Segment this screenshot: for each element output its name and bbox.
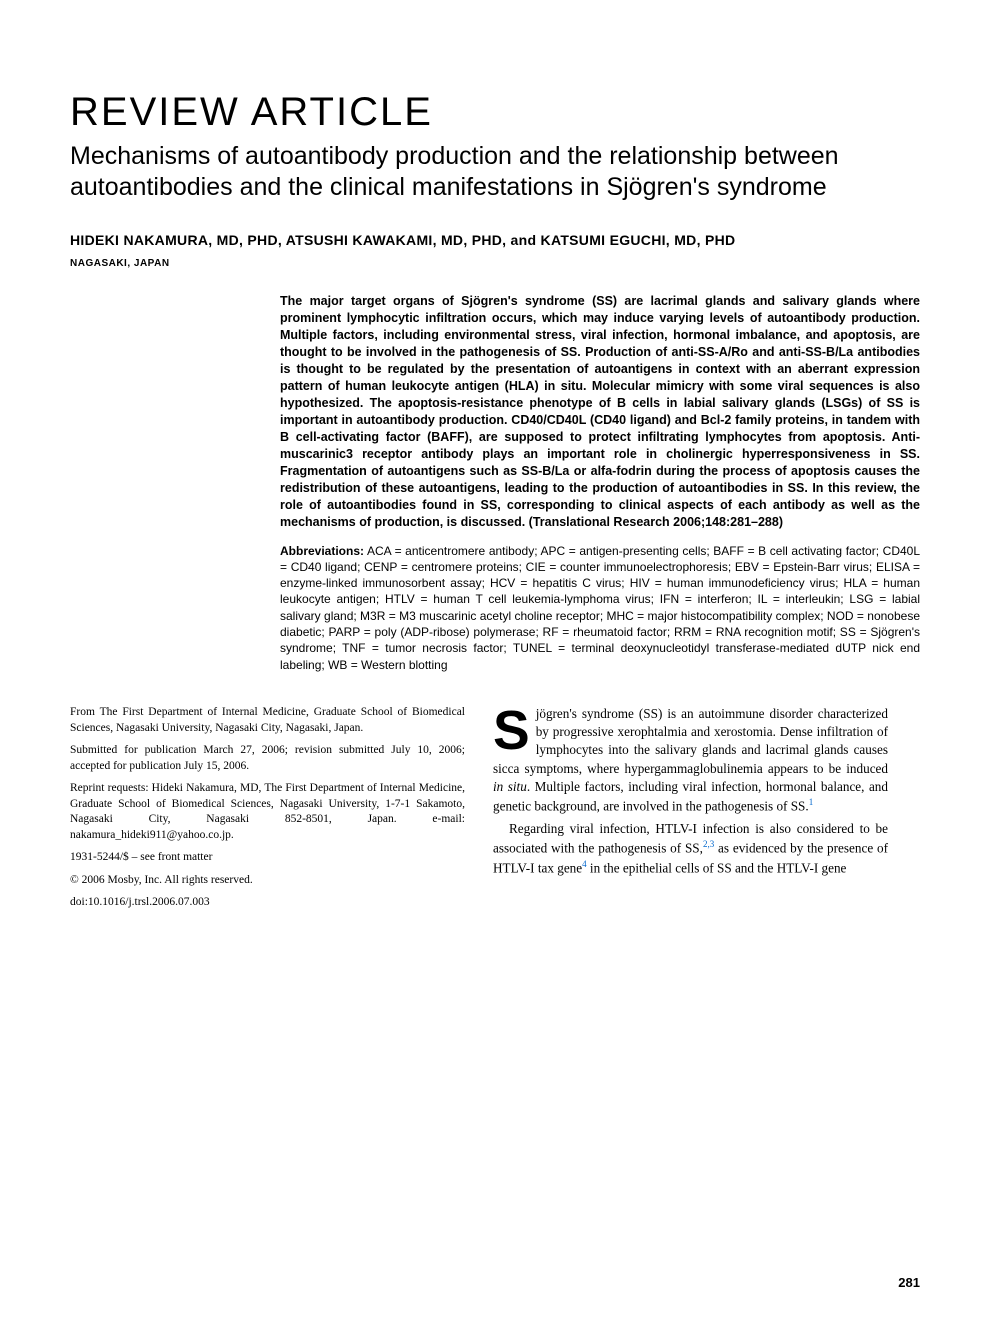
abbreviations-label: Abbreviations: [280,544,364,558]
abbreviations-block: Abbreviations: ACA = anticentromere anti… [280,543,920,674]
right-body-column: Sjögren's syndrome (SS) is an autoimmune… [493,705,888,918]
affiliation-text: From The First Department of Internal Me… [70,705,465,736]
authors-line: HIDEKI NAKAMURA, MD, PHD, ATSUSHI KAWAKA… [70,232,920,248]
left-footnotes-column: From The First Department of Internal Me… [70,705,465,918]
body-p1-italic: in situ [493,779,527,794]
article-type-heading: REVIEW ARTICLE [70,90,920,135]
body-paragraph-1: Sjögren's syndrome (SS) is an autoimmune… [493,705,888,816]
copyright-text: © 2006 Mosby, Inc. All rights reserved. [70,873,465,889]
location-line: NAGASAKI, JAPAN [70,258,920,269]
submitted-text: Submitted for publication March 27, 2006… [70,743,465,774]
abbreviations-text: ACA = anticentromere antibody; APC = ant… [280,544,920,672]
reference-link-2-3[interactable]: 2,3 [703,839,714,849]
reprint-text: Reprint requests: Hideki Nakamura, MD, T… [70,781,465,843]
doi-text: doi:10.1016/j.trsl.2006.07.003 [70,895,465,911]
body-p1a: jögren's syndrome (SS) is an autoimmune … [493,706,888,776]
reference-link-1[interactable]: 1 [809,797,814,807]
article-title: Mechanisms of autoantibody production an… [70,141,920,204]
body-paragraph-2: Regarding viral infection, HTLV-I infect… [493,820,888,877]
dropcap-letter: S [493,705,536,752]
page-number: 281 [898,1275,920,1290]
lower-columns: From The First Department of Internal Me… [70,705,920,918]
abstract-block: The major target organs of Sjögren's syn… [280,293,920,674]
issn-text: 1931-5244/$ – see front matter [70,850,465,866]
body-p2c: in the epithelial cells of SS and the HT… [587,860,847,875]
abstract-text: The major target organs of Sjögren's syn… [280,293,920,531]
body-p1b: . Multiple factors, including viral infe… [493,779,888,814]
